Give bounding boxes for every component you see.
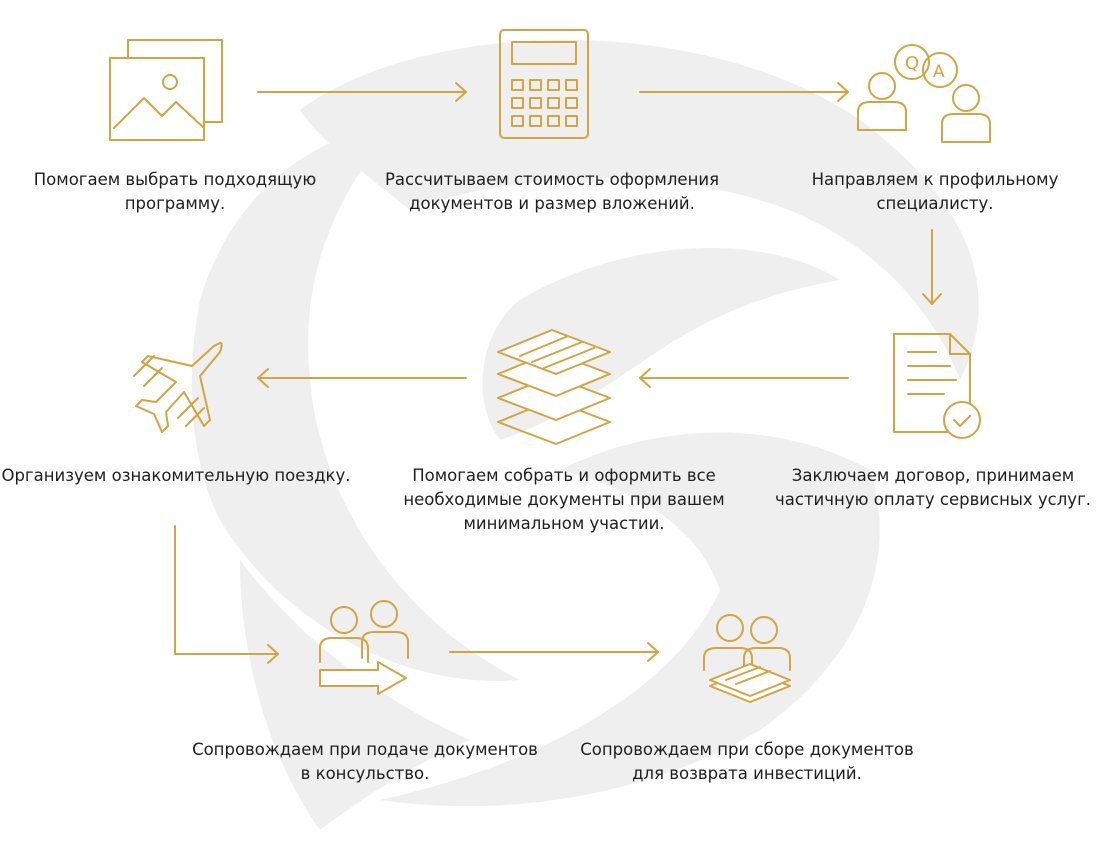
consultation-qa-icon: Q A: [857, 44, 991, 143]
people-submit-arrow-icon: [319, 600, 409, 695]
step-1-label: Помогаем выбрать подходящую программу.: [33, 170, 317, 213]
airplane-icon: [133, 342, 223, 433]
step-4-label: Заключаем договор, принимаем частичную о…: [775, 466, 1091, 509]
step-6-label: Организуем ознакомительную поездку.: [1, 466, 351, 485]
step-5-label: Помогаем собрать и оформить все необходи…: [403, 466, 725, 533]
document-stack-icon: [497, 329, 611, 445]
arrow-6-to-7: [174, 525, 279, 664]
svg-text:Q: Q: [905, 53, 919, 74]
arrow-7-to-8: [449, 642, 659, 662]
step-2-label: Рассчитываем стоимость оформления докуме…: [384, 170, 720, 213]
arrow-2-to-3: [639, 82, 849, 102]
arrow-3-to-4: [922, 229, 942, 305]
arrow-1-to-2: [257, 82, 467, 102]
contract-document-icon: [893, 333, 981, 439]
connector-arrows: [174, 82, 942, 664]
arrow-4-to-5: [639, 368, 849, 388]
watermark-logo: [191, 40, 979, 830]
step-7-label: Сопровождаем при подаче документов в кон…: [192, 740, 538, 783]
arrow-5-to-6: [257, 368, 467, 388]
step-3-label: Направляем к профильному специалисту.: [811, 170, 1059, 213]
svg-text:A: A: [933, 62, 945, 82]
calculator-icon: [499, 29, 589, 139]
people-documents-icon: [703, 614, 791, 703]
step-8-label: Сопровождаем при сборе документов для во…: [580, 740, 914, 783]
images-icon: [109, 39, 223, 141]
